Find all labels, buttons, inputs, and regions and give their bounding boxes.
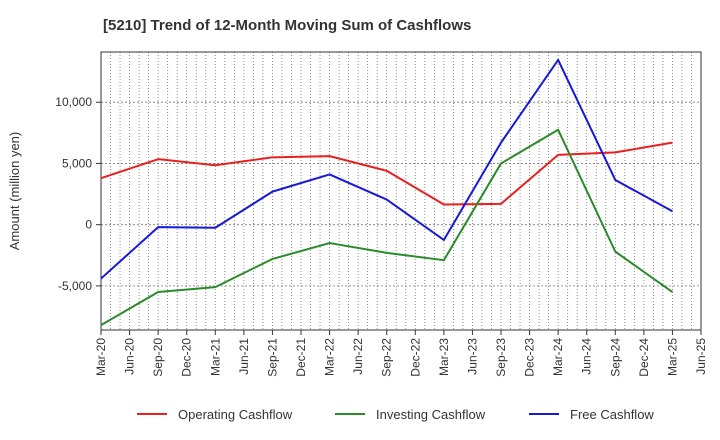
x-tick-label: Mar-23 [437,338,451,376]
x-tick-label: Mar-22 [323,338,337,376]
x-tick-label: Dec-20 [180,338,194,377]
x-tick-label: Sep-20 [151,338,165,377]
y-tick-label: 0 [85,218,92,232]
x-tick-label: Jun-23 [465,338,479,375]
operating-cashflow-legend-label: Operating Cashflow [178,407,293,422]
y-axis-label: Amount (million yen) [7,132,22,251]
x-tick-label: Sep-21 [265,338,279,377]
x-tick-label: Mar-24 [551,338,565,376]
x-tick-label: Dec-21 [294,338,308,377]
plot-area [101,52,701,330]
y-axis-ticks: -5,000 0 5,000 10,000 [55,95,101,293]
series-lines [100,58,674,326]
operating-cashflow-line [100,141,673,206]
investing-cashflow-legend-label: Investing Cashflow [376,407,486,422]
x-tick-label: Mar-25 [665,338,679,376]
vertical-gridlines [110,52,692,330]
x-tick-label: Jun-24 [580,338,594,375]
x-tick-label: Dec-23 [523,338,537,377]
x-tick-label: Jun-22 [351,338,365,375]
x-tick-label: Mar-21 [208,338,222,376]
y-tick-label: 5,000 [62,156,92,170]
investing-cashflow-line [100,128,674,326]
x-tick-label: Dec-24 [637,338,651,377]
x-tick-label: Jun-20 [123,338,137,375]
free-cashflow-legend-label: Free Cashflow [570,407,654,422]
x-tick-label: Jun-21 [237,338,251,375]
legend: Operating Cashflow Investing Cashflow Free… [137,407,654,422]
y-tick-label: -5,000 [58,279,92,293]
chart-title: [5210] Trend of 12-Month Moving Sum of C… [103,17,471,34]
plot-frame [100,51,702,331]
y-tick-label: 10,000 [55,95,92,109]
x-tick-label: Sep-23 [494,338,508,377]
x-tick-label: Dec-22 [408,338,422,377]
x-axis-ticks: Mar-20 Jun-20 Sep-20 Dec-20 Mar-21 Jun-21 Sep-… [94,330,708,377]
x-tick-label: Sep-24 [608,338,622,377]
x-tick-label: Sep-22 [380,338,394,377]
free-cashflow-line [100,58,673,280]
x-tick-label: Mar-20 [94,338,108,376]
x-tick-label: Jun-25 [694,338,708,375]
